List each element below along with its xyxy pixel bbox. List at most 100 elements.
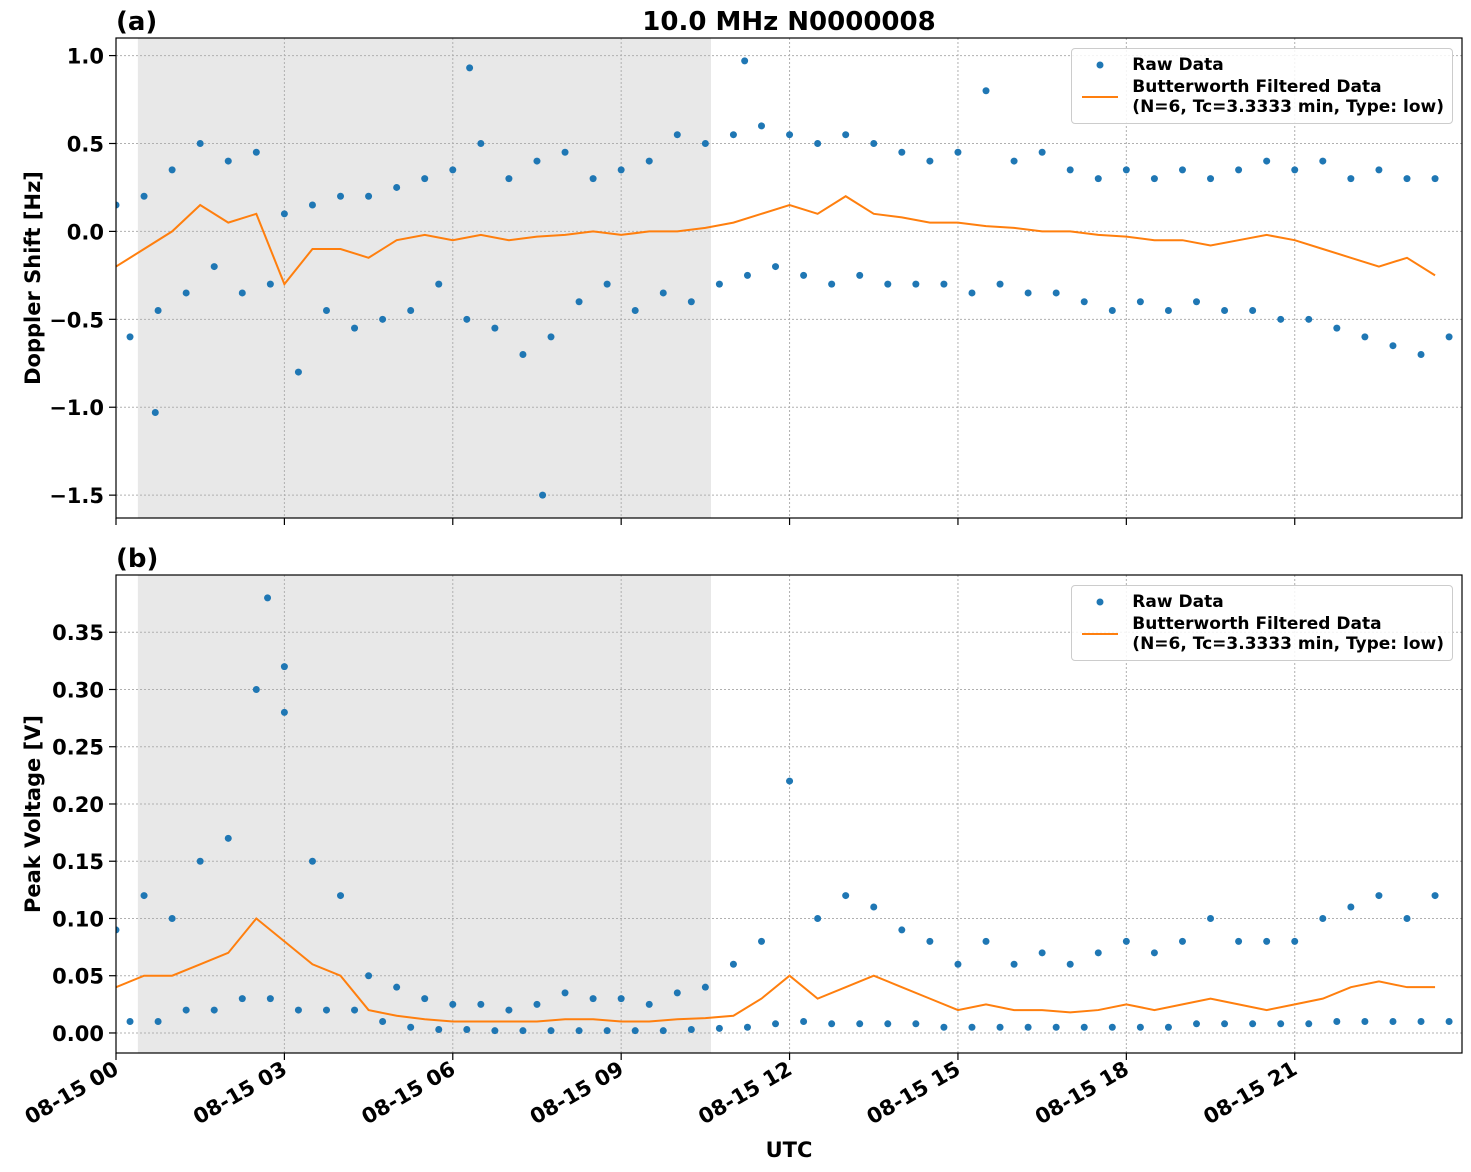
raw-point [491, 324, 499, 332]
raw-point [1431, 175, 1439, 183]
raw-point [659, 289, 667, 297]
raw-point [940, 280, 948, 288]
y-axis-label: Peak Voltage [V] [21, 715, 45, 913]
raw-point [182, 1006, 190, 1014]
raw-point [996, 1023, 1004, 1031]
x-tick-label: 08-15 21 [1199, 1057, 1301, 1130]
raw-point [294, 368, 302, 376]
raw-point [154, 307, 162, 315]
raw-point [1066, 166, 1074, 174]
raw-point [926, 157, 934, 165]
raw-point [533, 1000, 541, 1008]
raw-point [477, 1000, 485, 1008]
raw-point [772, 263, 780, 271]
x-tick-label: 08-15 09 [526, 1057, 628, 1130]
raw-point [182, 289, 190, 297]
legend-entry: Butterworth Filtered Data (N=6, Tc=3.333… [1080, 77, 1444, 117]
raw-point [1136, 298, 1144, 306]
raw-point [280, 210, 288, 218]
raw-point [954, 148, 962, 156]
raw-point [449, 166, 457, 174]
raw-point [603, 280, 611, 288]
raw-point [575, 1027, 583, 1035]
raw-point [210, 1006, 218, 1014]
legend-entry: Raw Data [1080, 55, 1444, 75]
raw-point [1417, 1018, 1425, 1026]
raw-point [337, 192, 345, 200]
raw-point [1389, 1018, 1397, 1026]
legend-label: Raw Data [1132, 55, 1224, 75]
raw-point [365, 192, 373, 200]
legend: Raw Data Butterworth Filtered Data (N=6, … [1071, 585, 1453, 661]
raw-point [1277, 1020, 1285, 1028]
x-tick-label: 08-15 00 [21, 1057, 123, 1130]
y-tick-label: 0.05 [52, 965, 104, 989]
raw-point [1066, 960, 1074, 968]
plot-area [116, 594, 1453, 1035]
raw-point [729, 131, 737, 139]
raw-point [519, 1027, 527, 1035]
raw-point [687, 1026, 695, 1034]
raw-point [701, 983, 709, 991]
shaded-region [137, 38, 711, 518]
raw-point [154, 1018, 162, 1026]
legend-key [1080, 55, 1120, 75]
raw-point [870, 139, 878, 147]
raw-point [1361, 333, 1369, 341]
y-tick-label: −1.5 [49, 484, 104, 508]
raw-point [828, 1020, 836, 1028]
raw-point [1319, 914, 1327, 922]
raw-point [1249, 1020, 1257, 1028]
raw-point [1193, 298, 1201, 306]
raw-point [1417, 350, 1425, 358]
legend-swatch [1082, 96, 1119, 98]
raw-point [151, 409, 159, 417]
raw-point [168, 914, 176, 922]
raw-point [1207, 914, 1215, 922]
raw-point [1024, 1023, 1032, 1031]
raw-point [715, 280, 723, 288]
raw-point [322, 1006, 330, 1014]
raw-point [617, 166, 625, 174]
raw-point [1010, 157, 1018, 165]
raw-point [224, 157, 232, 165]
raw-point [1221, 307, 1229, 315]
legend-swatch [1096, 61, 1104, 69]
raw-point [1150, 949, 1158, 957]
raw-point [800, 271, 808, 279]
raw-point [1389, 342, 1397, 350]
raw-point [126, 333, 134, 341]
raw-point [870, 903, 878, 911]
raw-point [1333, 1018, 1341, 1026]
raw-point [687, 298, 695, 306]
raw-point [1277, 315, 1285, 323]
x-tick-label: 08-15 15 [863, 1057, 965, 1130]
legend-marker [1096, 598, 1104, 606]
raw-point [126, 1018, 134, 1026]
raw-point [856, 271, 864, 279]
raw-point [743, 271, 751, 279]
raw-point [1080, 1023, 1088, 1031]
panel-label: (a) [116, 7, 157, 37]
raw-point [1052, 1023, 1060, 1031]
raw-point [116, 926, 120, 934]
raw-point [266, 995, 274, 1003]
raw-point [912, 280, 920, 288]
raw-point [505, 1006, 513, 1014]
raw-point [1193, 1020, 1201, 1028]
legend-entry: Butterworth Filtered Data (N=6, Tc=3.333… [1080, 614, 1444, 654]
raw-point [1319, 157, 1327, 165]
raw-point [1122, 937, 1130, 945]
legend-key [1080, 87, 1120, 107]
raw-point [466, 64, 474, 72]
raw-point [168, 166, 176, 174]
raw-point [631, 307, 639, 315]
raw-point [533, 157, 541, 165]
raw-point [308, 857, 316, 865]
shaded-region [137, 575, 711, 1053]
raw-point [786, 131, 794, 139]
raw-point [1164, 307, 1172, 315]
raw-point [1178, 937, 1186, 945]
raw-point [322, 307, 330, 315]
raw-point [308, 201, 316, 209]
